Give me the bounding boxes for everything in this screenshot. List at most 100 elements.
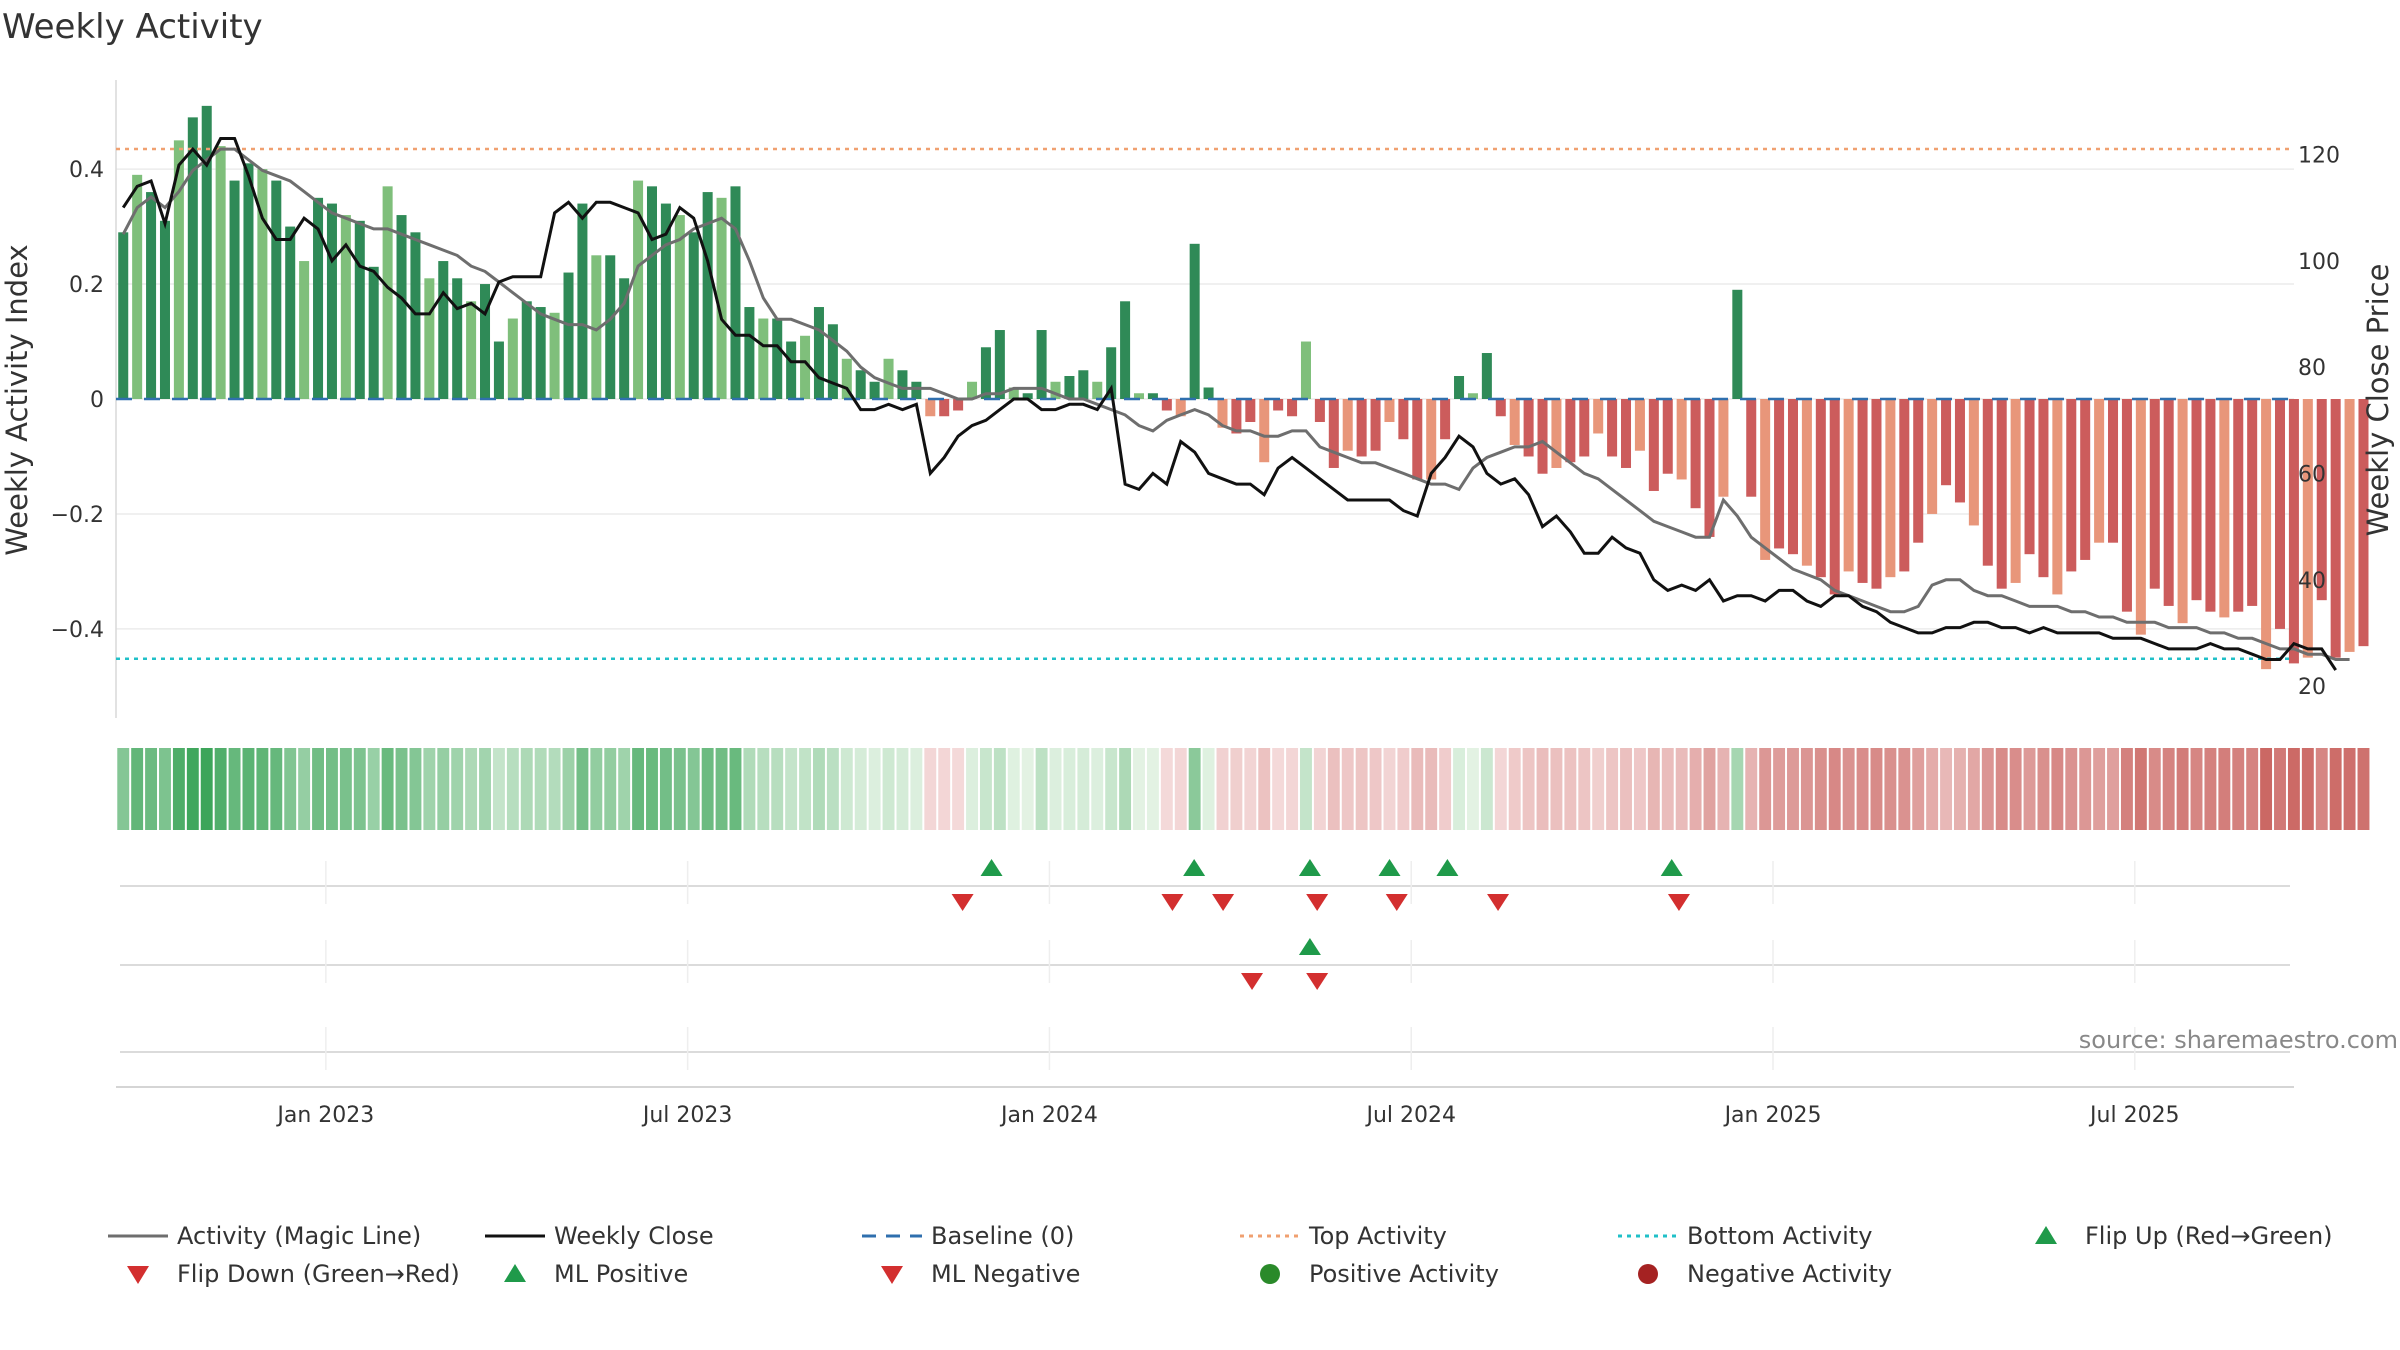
strip-cell	[1174, 748, 1187, 830]
strip-cell	[1745, 748, 1758, 830]
activity-bar	[1259, 399, 1270, 463]
legend-item: Activity (Magic Line)	[108, 1222, 421, 1250]
activity-bar	[2163, 399, 2174, 606]
strip-cell	[1995, 748, 2008, 830]
strip-cell	[1119, 748, 1132, 830]
activity-bar	[1899, 399, 1910, 572]
strip-cell	[534, 748, 547, 830]
strip-cell	[1439, 748, 1452, 830]
legend-label: Flip Down (Green→Red)	[177, 1260, 460, 1288]
activity-bar	[577, 203, 588, 399]
source-note: source: sharemaestro.com	[2079, 1026, 2398, 1054]
activity-bar	[1732, 289, 1743, 399]
activity-bar	[2247, 399, 2258, 606]
strip-cell	[938, 748, 951, 830]
strip-cell	[159, 748, 171, 830]
activity-bar	[980, 347, 991, 399]
left-y-ticks: 0.4 0.2 0 −0.2 −0.4	[51, 158, 104, 643]
activity-bar	[1273, 399, 1284, 411]
flip-down-marker	[1385, 894, 1408, 911]
strip-cell	[2051, 748, 2064, 830]
strip-cell	[284, 748, 297, 830]
strip-cell	[1675, 748, 1688, 830]
strip-cell	[2037, 748, 2050, 830]
activity-bar	[173, 140, 184, 399]
activity-bar	[1342, 399, 1353, 451]
legend: Activity (Magic Line) Weekly Close Baselin…	[108, 1222, 2333, 1288]
strip-cell	[1828, 748, 1841, 830]
x-tick-label: Jul 2024	[1364, 1103, 1456, 1128]
strip-cell	[1160, 748, 1173, 830]
activity-bar	[1036, 330, 1047, 399]
strip-cell	[1049, 748, 1062, 830]
strip-cell	[785, 748, 798, 830]
activity-bar	[1634, 399, 1645, 451]
activity-bar	[452, 278, 463, 399]
activity-bar	[633, 180, 644, 399]
strip-cell	[2357, 748, 2370, 830]
flip-up-marker	[980, 859, 1003, 876]
strip-cell	[325, 748, 338, 830]
strip-cell	[1411, 748, 1424, 830]
activity-bar	[535, 307, 546, 399]
strip-cell	[1620, 748, 1632, 830]
flip-down-marker	[1487, 894, 1510, 911]
strip-cell	[1926, 748, 1939, 830]
strip-cell	[1814, 748, 1827, 830]
strip-cell	[1341, 748, 1354, 830]
strip-cell	[2329, 748, 2342, 830]
activity-bar	[2080, 399, 2091, 560]
activity-bar	[2233, 399, 2244, 612]
right-y-tick-label: 40	[2298, 569, 2326, 594]
activity-bar	[674, 215, 685, 399]
strip-cell	[1856, 748, 1869, 830]
flip-up-marker	[1436, 859, 1459, 876]
activity-bar	[1801, 399, 1812, 566]
strip-cell	[604, 748, 617, 830]
legend-item: Flip Down (Green→Red)	[127, 1260, 460, 1288]
strip-cell	[131, 748, 144, 830]
activity-bar	[1913, 399, 1924, 543]
strip-cell	[618, 748, 631, 830]
strip-cell	[1731, 748, 1744, 830]
strip-cell	[2176, 748, 2189, 830]
activity-bar	[1022, 393, 1033, 399]
activity-bar	[1078, 370, 1089, 399]
activity-bar	[271, 180, 282, 399]
strip-cell	[1007, 748, 1020, 830]
signal-markers	[116, 859, 2294, 1088]
right-y-ticks: 120 100 80 60 40 20	[2298, 143, 2340, 700]
strip-cell	[506, 748, 519, 830]
activity-bar	[1941, 399, 1952, 486]
left-y-tick-label: 0.2	[69, 273, 104, 298]
strip-cell	[979, 748, 992, 830]
activity-bar	[1161, 399, 1172, 411]
activity-bar	[1300, 341, 1311, 399]
legend-swatch	[1260, 1264, 1280, 1284]
activity-bar	[466, 301, 477, 399]
activity-bar	[1133, 393, 1145, 399]
ml-down-marker	[1306, 973, 1329, 990]
strip-cell	[1063, 748, 1076, 830]
strip-cell	[451, 748, 464, 830]
legend-item: Negative Activity	[1638, 1260, 1892, 1288]
right-y-tick-label: 100	[2298, 250, 2340, 275]
ml-up-marker	[1298, 938, 1321, 955]
strip-cell	[2093, 748, 2106, 830]
activity-bar	[605, 255, 616, 399]
activity-bar	[2052, 399, 2063, 595]
activity-bar	[1231, 399, 1242, 434]
left-y-tick-label: 0	[90, 388, 104, 413]
activity-bar	[800, 335, 811, 399]
legend-label: Bottom Activity	[1687, 1222, 1872, 1250]
strip-cell	[1355, 748, 1368, 830]
flip-up-marker	[1183, 859, 1206, 876]
activity-bar	[855, 370, 866, 399]
activity-bar	[2135, 399, 2146, 635]
legend-label: ML Positive	[554, 1260, 688, 1288]
activity-bar	[939, 399, 950, 417]
activity-bar	[688, 232, 699, 399]
legend-item: Flip Up (Red→Green)	[2035, 1222, 2333, 1250]
strip-cell	[200, 748, 213, 830]
